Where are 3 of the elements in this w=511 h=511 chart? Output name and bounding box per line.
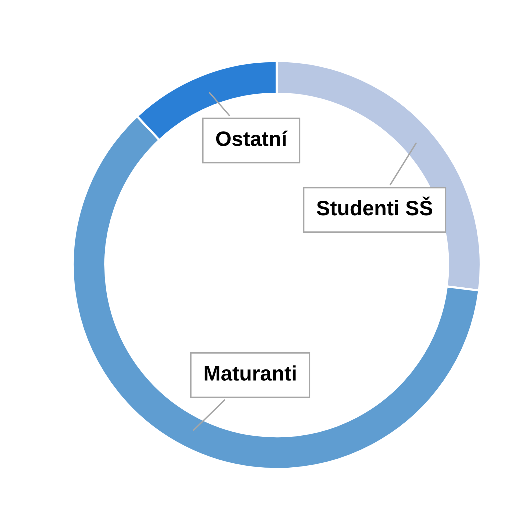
slice-label: Ostatní [216,130,288,146]
slice-label: Maturanti [204,366,296,381]
slice-label: Studenti SŠ [317,196,433,216]
